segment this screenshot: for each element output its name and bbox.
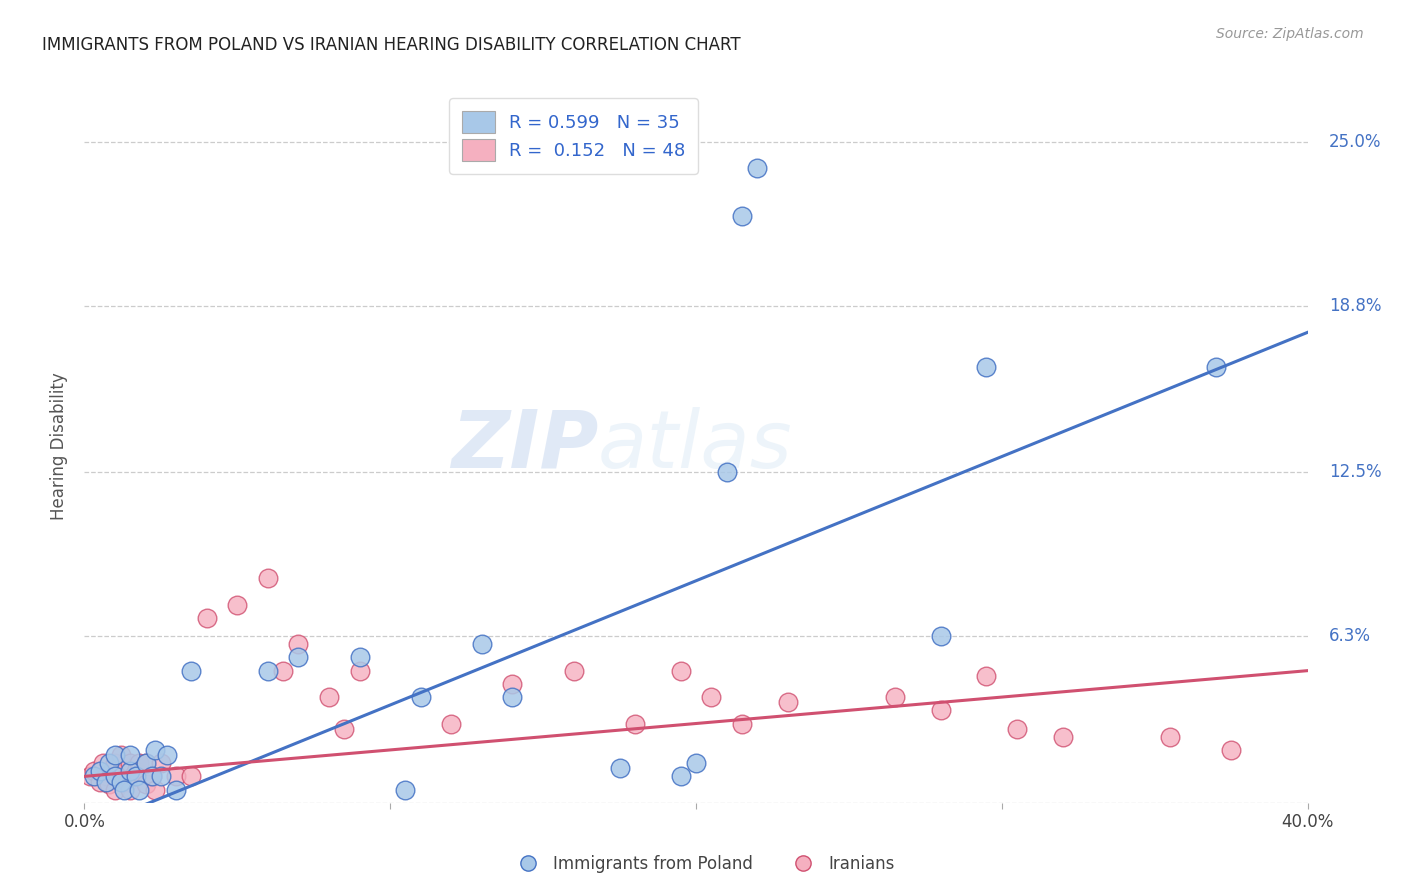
Point [349,650,371,665]
Point [143,782,166,797]
Point [195,611,218,625]
Point [104,748,127,763]
Text: Source: ZipAtlas.com: Source: ZipAtlas.com [1216,27,1364,41]
Point [180,769,202,783]
Point [149,756,172,771]
Point [502,690,524,704]
Point [128,782,150,797]
Point [929,703,952,717]
Point [165,769,187,783]
Point [149,769,172,783]
Point [976,669,998,683]
Point [143,743,166,757]
Point [104,769,127,783]
Point [776,695,799,709]
Point [502,677,524,691]
Point [122,769,145,783]
Point [976,359,998,374]
Point [257,664,280,678]
Point [440,716,463,731]
Point [609,761,631,775]
Point [1220,743,1243,757]
Point [115,774,138,789]
Point [107,769,129,783]
Point [83,769,105,783]
Point [731,716,754,731]
Point [89,774,111,789]
Legend: Immigrants from Poland, Iranians: Immigrants from Poland, Iranians [505,848,901,880]
Point [141,769,163,783]
Point [731,209,754,223]
Point [747,161,769,176]
Point [141,769,163,783]
Text: 12.5%: 12.5% [1329,464,1381,482]
Point [135,756,157,771]
Point [929,629,952,643]
Point [1205,359,1227,374]
Point [333,722,356,736]
Point [120,764,142,778]
Point [226,598,249,612]
Text: 18.8%: 18.8% [1329,297,1381,315]
Point [110,774,132,789]
Point [624,716,647,731]
Text: IMMIGRANTS FROM POLAND VS IRANIAN HEARING DISABILITY CORRELATION CHART: IMMIGRANTS FROM POLAND VS IRANIAN HEARIN… [42,36,741,54]
Point [135,777,157,791]
Y-axis label: Hearing Disability: Hearing Disability [51,372,69,520]
Point [156,748,179,763]
Point [716,466,738,480]
Legend: R = 0.599   N = 35, R =  0.152   N = 48: R = 0.599 N = 35, R = 0.152 N = 48 [450,98,697,174]
Point [287,650,309,665]
Point [165,782,187,797]
Text: ZIP: ZIP [451,407,598,485]
Point [471,637,494,651]
Point [91,756,114,771]
Point [125,764,148,778]
Point [271,664,294,678]
Text: 6.3%: 6.3% [1329,627,1371,645]
Point [112,782,135,797]
Point [669,664,692,678]
Point [110,748,132,763]
Point [89,764,111,778]
Point [409,690,432,704]
Point [1159,730,1181,744]
Point [685,756,707,771]
Point [125,769,148,783]
Point [1005,722,1028,736]
Point [97,777,120,791]
Point [104,782,127,797]
Point [180,664,202,678]
Point [94,774,117,789]
Point [101,764,124,778]
Point [97,756,120,771]
Point [562,664,585,678]
Point [79,769,101,783]
Point [257,571,280,585]
Point [112,764,135,778]
Point [135,756,157,771]
Point [83,764,105,778]
Text: atlas: atlas [598,407,793,485]
Text: 25.0%: 25.0% [1329,133,1381,151]
Point [1052,730,1074,744]
Point [669,769,692,783]
Point [120,782,142,797]
Point [318,690,340,704]
Point [120,748,142,763]
Point [349,664,371,678]
Point [883,690,905,704]
Point [120,756,142,771]
Point [394,782,416,797]
Point [128,756,150,771]
Point [94,769,117,783]
Point [287,637,309,651]
Point [700,690,723,704]
Point [104,756,127,771]
